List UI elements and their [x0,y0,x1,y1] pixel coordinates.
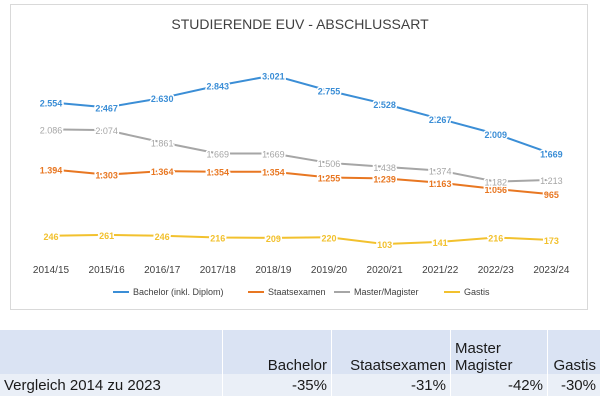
data-label: 2.009 [485,130,508,140]
data-label: 209 [266,234,281,244]
data-label: 103 [377,240,392,250]
header-master-magister: Master Magister [450,330,548,374]
data-label: 2.755 [318,87,341,97]
comparison-table: Bachelor Staatsexamen Master Magister Ga… [0,330,600,396]
data-label: 1.255 [318,173,341,183]
data-label: 1.182 [485,178,508,188]
data-label: 1.438 [373,163,396,173]
data-label: 2.554 [40,98,63,108]
comparison-value-row: Vergleich 2014 zu 2023 -35% -31% -42% -3… [0,374,600,396]
legend-label: Staatsexamen [268,287,326,297]
data-label: 1.354 [207,168,230,178]
data-label: 1.861 [151,138,174,148]
x-tick-label: 2015/16 [89,265,126,276]
data-label: 261 [99,231,114,241]
legend-label: Gastis [464,287,490,297]
legend-label: Master/Magister [354,287,419,297]
data-label: 141 [433,238,448,248]
data-label: 2.267 [429,115,452,125]
data-label: 1.239 [373,174,396,184]
data-label: 1.354 [262,168,285,178]
x-tick-label: 2019/20 [311,265,348,276]
data-label: 2.086 [40,125,63,135]
data-label: 2.843 [207,82,230,92]
x-tick-label: 2017/18 [200,265,237,276]
header-master-line1: Master [455,340,501,357]
x-tick-label: 2021/22 [422,265,459,276]
data-label: 2.528 [373,100,396,110]
row-label: Vergleich 2014 zu 2023 [0,374,223,396]
series-line-0 [50,74,552,155]
data-label: 1.374 [429,167,452,177]
data-label: 246 [155,232,170,242]
header-master-line2: Magister [455,357,513,374]
data-label: 2.467 [95,103,118,113]
data-label: 1.669 [540,150,563,160]
value-bachelor: -35% [222,374,332,396]
data-label: 1.364 [151,167,174,177]
data-label: 1.213 [540,176,563,186]
data-label: 1.303 [95,171,118,181]
data-label: 2.630 [151,94,174,104]
data-label: 1.669 [262,150,285,160]
data-label: 216 [488,234,503,244]
data-label: 1.394 [40,165,63,175]
value-gastis: -30% [547,374,600,396]
data-label: 3.021 [262,71,285,81]
series-line-3 [50,233,552,246]
header-gastis: Gastis [547,330,600,374]
header-empty-cell [0,330,223,374]
x-tick-label: 2023/24 [533,265,570,276]
header-staatsexamen: Staatsexamen [331,330,451,374]
data-label: 1.506 [318,159,341,169]
data-label: 216 [210,234,225,244]
data-label: 965 [544,190,559,200]
header-bachelor: Bachelor [222,330,332,374]
x-tick-label: 2020/21 [367,265,404,276]
data-label: 1.669 [207,150,230,160]
legend-label: Bachelor (inkl. Diplom) [133,287,224,297]
data-label: 1.056 [485,185,508,195]
x-tick-label: 2018/19 [255,265,292,276]
data-label: 220 [321,233,336,243]
value-staatsexamen: -31% [331,374,451,396]
data-label: 246 [43,232,58,242]
value-master: -42% [450,374,548,396]
chart-title: STUDIERENDE EUV - ABSCHLUSSART [171,16,429,32]
data-label: 2.074 [95,126,118,136]
x-tick-label: 2022/23 [478,265,515,276]
line-chart: STUDIERENDE EUV - ABSCHLUSSART 2014/15 20… [33,16,570,297]
data-label: 1.163 [429,179,452,189]
series-line-1 [50,168,552,196]
comparison-table-wrapper: Bachelor Staatsexamen Master Magister Ga… [0,330,600,400]
comparison-header-row: Bachelor Staatsexamen Master Magister Ga… [0,330,600,374]
chart-frame: STUDIERENDE EUV - ABSCHLUSSART 2014/15 20… [10,4,588,310]
series-line-2 [50,128,552,183]
x-tick-label: 2016/17 [144,265,181,276]
x-tick-label: 2014/15 [33,265,70,276]
data-label: 173 [544,236,559,246]
